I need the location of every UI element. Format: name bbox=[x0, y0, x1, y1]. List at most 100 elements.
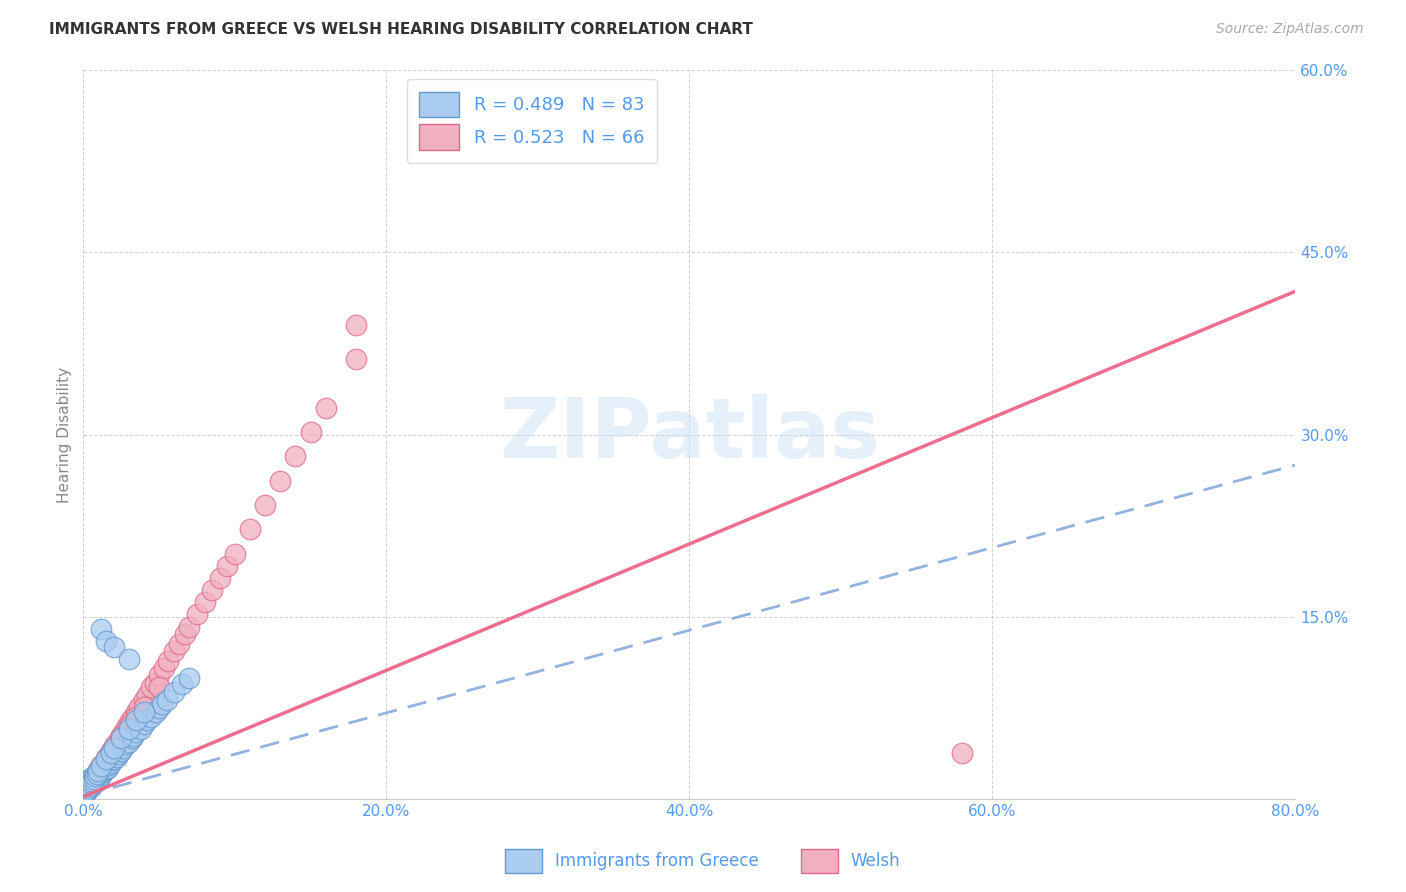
Point bbox=[82, 773, 104, 788]
Point bbox=[110, 731, 132, 746]
Point bbox=[84, 770, 107, 784]
Point bbox=[136, 688, 159, 702]
Point bbox=[100, 746, 122, 760]
Point bbox=[89, 763, 111, 777]
Text: Source: ZipAtlas.com: Source: ZipAtlas.com bbox=[1216, 22, 1364, 37]
Point bbox=[76, 780, 98, 794]
Point bbox=[94, 758, 117, 772]
Point bbox=[173, 627, 195, 641]
Point bbox=[125, 709, 148, 723]
Point bbox=[208, 571, 231, 585]
Point bbox=[80, 773, 103, 788]
Point bbox=[344, 318, 367, 333]
Point bbox=[82, 770, 104, 784]
Point bbox=[94, 752, 117, 766]
Point bbox=[94, 751, 117, 765]
Point bbox=[299, 425, 322, 440]
Point bbox=[132, 692, 155, 706]
Point bbox=[170, 677, 193, 691]
Point bbox=[83, 776, 105, 790]
Legend: Immigrants from Greece, Welsh: Immigrants from Greece, Welsh bbox=[499, 842, 907, 880]
Point bbox=[75, 782, 97, 797]
Point bbox=[167, 637, 190, 651]
Point bbox=[90, 759, 112, 773]
Point bbox=[148, 681, 170, 695]
Point bbox=[91, 765, 114, 780]
Point bbox=[73, 783, 96, 797]
Point bbox=[100, 756, 122, 770]
Point bbox=[111, 741, 134, 756]
Point bbox=[179, 619, 201, 633]
Point bbox=[73, 789, 96, 803]
Point bbox=[82, 772, 104, 787]
Point bbox=[150, 698, 173, 712]
Point bbox=[76, 779, 98, 793]
Point bbox=[110, 729, 132, 743]
Point bbox=[239, 522, 262, 536]
Point bbox=[82, 778, 104, 792]
Point bbox=[75, 781, 97, 796]
Point bbox=[344, 352, 367, 367]
Point bbox=[91, 758, 114, 772]
Point bbox=[82, 773, 104, 788]
Point bbox=[152, 661, 174, 675]
Point bbox=[80, 772, 103, 787]
Point bbox=[224, 547, 246, 561]
Point bbox=[83, 772, 105, 787]
Point bbox=[132, 699, 155, 714]
Text: ZIPatlas: ZIPatlas bbox=[499, 394, 880, 475]
Point bbox=[115, 719, 138, 733]
Point bbox=[125, 705, 148, 719]
Point bbox=[75, 785, 97, 799]
Point bbox=[107, 747, 129, 762]
Point bbox=[76, 772, 98, 787]
Point bbox=[101, 743, 124, 757]
Point bbox=[79, 772, 101, 787]
Point bbox=[193, 595, 215, 609]
Point bbox=[122, 709, 145, 723]
Point bbox=[96, 760, 118, 774]
Point bbox=[128, 699, 150, 714]
Point bbox=[73, 778, 96, 792]
Point bbox=[103, 640, 125, 655]
Point bbox=[79, 778, 101, 792]
Point bbox=[157, 654, 180, 668]
Point bbox=[186, 607, 208, 622]
Point bbox=[112, 724, 135, 739]
Point bbox=[80, 775, 103, 789]
Point bbox=[122, 729, 145, 743]
Point bbox=[80, 776, 103, 790]
Point bbox=[179, 671, 201, 685]
Point bbox=[100, 743, 122, 757]
Point bbox=[83, 772, 105, 786]
Text: IMMIGRANTS FROM GREECE VS WELSH HEARING DISABILITY CORRELATION CHART: IMMIGRANTS FROM GREECE VS WELSH HEARING … bbox=[49, 22, 754, 37]
Point bbox=[118, 719, 141, 733]
Point bbox=[87, 763, 110, 777]
Point bbox=[89, 770, 111, 784]
Point bbox=[101, 753, 124, 767]
Point bbox=[103, 739, 125, 753]
Point bbox=[201, 583, 224, 598]
Point bbox=[73, 780, 96, 794]
Point bbox=[73, 782, 96, 797]
Point bbox=[118, 722, 141, 736]
Point bbox=[84, 775, 107, 789]
Point bbox=[94, 634, 117, 648]
Point bbox=[163, 685, 186, 699]
Point bbox=[79, 776, 101, 790]
Point bbox=[90, 768, 112, 782]
Point bbox=[148, 701, 170, 715]
Point bbox=[86, 766, 108, 780]
Point bbox=[79, 780, 101, 794]
Point bbox=[79, 776, 101, 790]
Point bbox=[80, 780, 103, 794]
Point bbox=[82, 775, 104, 789]
Point bbox=[110, 743, 132, 757]
Point bbox=[80, 776, 103, 790]
Point bbox=[83, 772, 105, 786]
Point bbox=[98, 748, 121, 763]
Point bbox=[84, 770, 107, 784]
Point bbox=[86, 773, 108, 788]
Point bbox=[87, 765, 110, 780]
Point bbox=[120, 714, 142, 729]
